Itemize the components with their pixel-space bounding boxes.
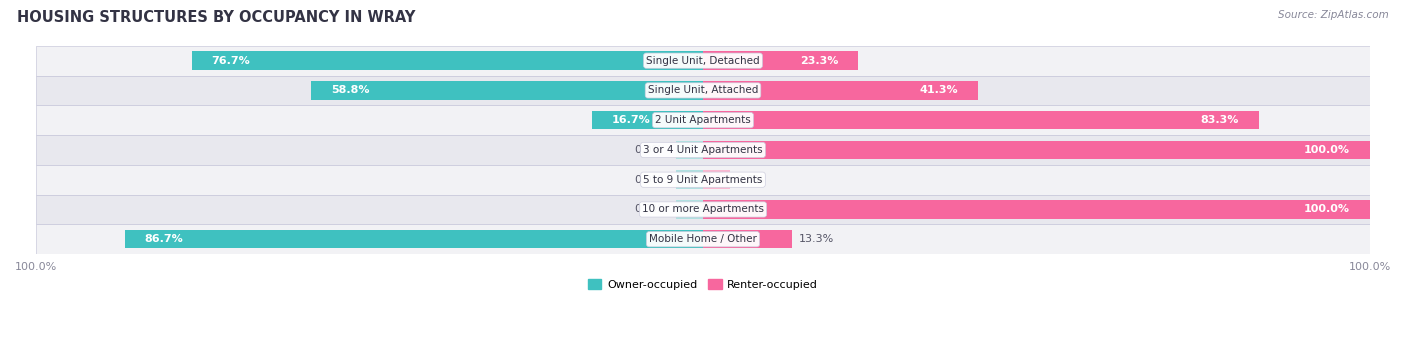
Bar <box>37 105 1369 135</box>
Bar <box>592 111 703 129</box>
Text: Single Unit, Detached: Single Unit, Detached <box>647 56 759 66</box>
Text: 100.0%: 100.0% <box>1303 145 1350 155</box>
Bar <box>676 141 703 159</box>
Bar <box>37 46 1369 76</box>
Legend: Owner-occupied, Renter-occupied: Owner-occupied, Renter-occupied <box>583 275 823 294</box>
Bar <box>703 111 1258 129</box>
Text: 16.7%: 16.7% <box>612 115 651 125</box>
Bar <box>676 200 703 219</box>
Text: 0.0%: 0.0% <box>634 175 664 185</box>
Text: 58.8%: 58.8% <box>330 86 370 95</box>
Bar <box>37 76 1369 105</box>
Text: 86.7%: 86.7% <box>145 234 184 244</box>
Text: 10 or more Apartments: 10 or more Apartments <box>643 205 763 214</box>
Text: 23.3%: 23.3% <box>800 56 838 66</box>
Bar <box>37 195 1369 224</box>
Bar <box>37 165 1369 195</box>
Bar <box>37 46 1369 76</box>
Bar <box>676 170 703 189</box>
Text: 13.3%: 13.3% <box>799 234 834 244</box>
Bar <box>37 224 1369 254</box>
Text: Single Unit, Attached: Single Unit, Attached <box>648 86 758 95</box>
Bar <box>37 76 1369 105</box>
Text: 76.7%: 76.7% <box>211 56 250 66</box>
Bar <box>37 105 1369 135</box>
Text: HOUSING STRUCTURES BY OCCUPANCY IN WRAY: HOUSING STRUCTURES BY OCCUPANCY IN WRAY <box>17 10 415 25</box>
Text: 2 Unit Apartments: 2 Unit Apartments <box>655 115 751 125</box>
Bar <box>703 51 859 70</box>
Text: 0.0%: 0.0% <box>634 145 664 155</box>
Bar <box>703 170 730 189</box>
Bar <box>37 135 1369 165</box>
Text: 41.3%: 41.3% <box>920 86 959 95</box>
Text: 5 to 9 Unit Apartments: 5 to 9 Unit Apartments <box>644 175 762 185</box>
Bar <box>191 51 703 70</box>
Text: 0.0%: 0.0% <box>737 175 765 185</box>
Bar <box>703 200 1369 219</box>
Text: Mobile Home / Other: Mobile Home / Other <box>650 234 756 244</box>
Text: 83.3%: 83.3% <box>1201 115 1239 125</box>
Bar <box>37 165 1369 195</box>
Text: 0.0%: 0.0% <box>634 205 664 214</box>
Bar <box>37 224 1369 254</box>
Bar <box>703 141 1369 159</box>
Bar <box>37 195 1369 224</box>
Bar <box>311 81 703 100</box>
Bar <box>703 81 979 100</box>
Bar <box>125 230 703 248</box>
Text: Source: ZipAtlas.com: Source: ZipAtlas.com <box>1278 10 1389 20</box>
Bar <box>37 135 1369 165</box>
Text: 100.0%: 100.0% <box>1303 205 1350 214</box>
Bar <box>703 230 792 248</box>
Text: 3 or 4 Unit Apartments: 3 or 4 Unit Apartments <box>643 145 763 155</box>
